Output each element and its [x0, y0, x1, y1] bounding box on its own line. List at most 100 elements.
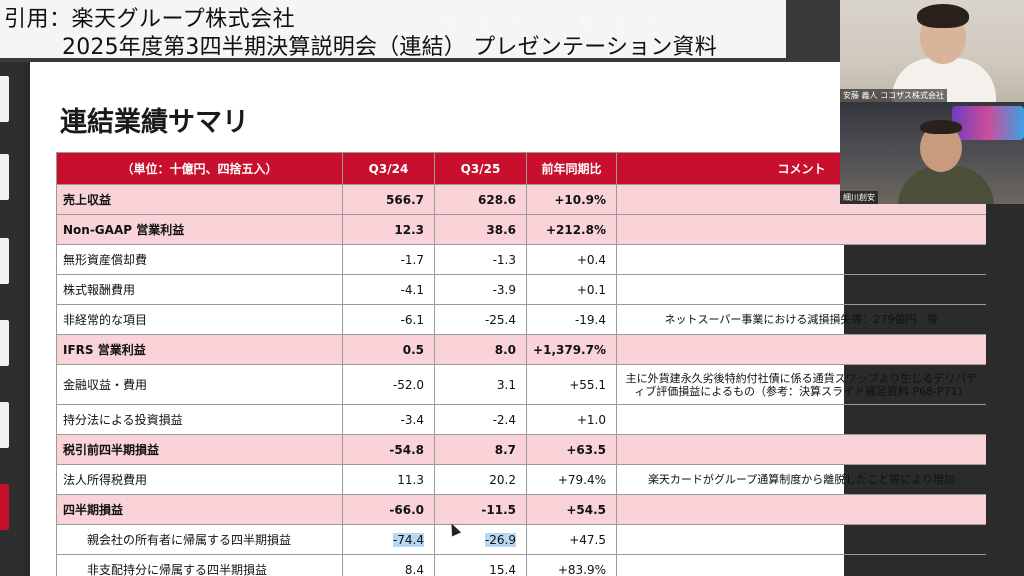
cell-yoy: +212.8%	[526, 214, 617, 245]
table-row: 持分法による投資損益 -3.4 -2.4 +1.0	[56, 404, 986, 435]
row-label: 四半期損益	[56, 494, 343, 525]
cell-q3-25: -11.5	[434, 494, 527, 525]
citation-banner: 引用：楽天グループ株式会社 2025年度第3四半期決算説明会（連結） プレゼンテ…	[0, 0, 786, 60]
table-row: 株式報酬費用 -4.1 -3.9 +0.1	[56, 274, 986, 305]
summary-table: （単位：十億円、四捨五入） Q3/24 Q3/25 前年同期比 コメント 売上収…	[56, 152, 986, 576]
selected-text[interactable]: -74.4	[392, 532, 424, 547]
slide-thumbnail[interactable]	[0, 402, 9, 448]
cell-q3-25: 628.6	[434, 184, 527, 215]
slide-thumbnail[interactable]	[0, 76, 9, 122]
cell-q3-24: -66.0	[342, 494, 435, 525]
row-label: 非経常的な項目	[56, 304, 343, 335]
table-row: 法人所得税費用 11.3 20.2 +79.4% 楽天カードがグループ通算制度か…	[56, 464, 986, 495]
slide-thumbnail[interactable]	[0, 320, 9, 366]
table-row: 税引前四半期損益 -54.8 8.7 +63.5	[56, 434, 986, 465]
header-unit: （単位：十億円、四捨五入）	[56, 152, 343, 185]
table-header-row: （単位：十億円、四捨五入） Q3/24 Q3/25 前年同期比 コメント	[56, 152, 986, 185]
neon-sign	[952, 106, 1024, 140]
table-row: 無形資産償却費 -1.7 -1.3 +0.4	[56, 244, 986, 275]
cell-q3-24: 8.4	[342, 554, 435, 576]
cell-yoy: +54.5	[526, 494, 617, 525]
cell-yoy: +55.1	[526, 364, 617, 405]
cell-yoy: +63.5	[526, 434, 617, 465]
participant-name: 細川創安	[843, 193, 875, 202]
row-label: 金融収益・費用	[56, 364, 343, 405]
cell-q3-25: 3.1	[434, 364, 527, 405]
participant-nametag: 安藤 義人 ココザス株式会社	[840, 89, 948, 102]
row-label: 非支配持分に帰属する四半期損益	[56, 554, 343, 576]
row-label: IFRS 営業利益	[56, 334, 343, 365]
citation-source: 引用：楽天グループ株式会社	[4, 7, 296, 32]
table-row: IFRS 営業利益 0.5 8.0 +1,379.7%	[56, 334, 986, 365]
header-q3-24: Q3/24	[342, 152, 435, 185]
header-q3-25: Q3/25	[434, 152, 527, 185]
cell-q3-25: 8.7	[434, 434, 527, 465]
cell-comment	[616, 524, 986, 555]
cell-q3-25: -2.4	[434, 404, 527, 435]
participant-org: ココザス株式会社	[880, 91, 945, 100]
cell-comment	[616, 274, 986, 305]
cell-yoy: +79.4%	[526, 464, 617, 495]
person-hair	[917, 4, 969, 28]
cell-yoy: -19.4	[526, 304, 617, 335]
cell-q3-24: 11.3	[342, 464, 435, 495]
table-row: Non-GAAP 営業利益 12.3 38.6 +212.8%	[56, 214, 986, 245]
cell-q3-24[interactable]: -74.4	[342, 524, 435, 555]
table-row: 四半期損益 -66.0 -11.5 +54.5	[56, 494, 986, 525]
summary-table-wrap: （単位：十億円、四捨五入） Q3/24 Q3/25 前年同期比 コメント 売上収…	[56, 152, 986, 576]
row-label: 親会社の所有者に帰属する四半期損益	[56, 524, 343, 555]
cell-q3-24: -4.1	[342, 274, 435, 305]
participant-name: 安藤 義人	[843, 91, 878, 100]
cell-yoy: +1.0	[526, 404, 617, 435]
cell-q3-24: 0.5	[342, 334, 435, 365]
row-label: Non-GAAP 営業利益	[56, 214, 343, 245]
cell-q3-24: -52.0	[342, 364, 435, 405]
cell-comment: 主に外貨建永久劣後特約付社債に係る通貨スワップより生じるデリバティブ評価損益によ…	[616, 364, 986, 405]
cell-q3-24: 12.3	[342, 214, 435, 245]
row-label: 税引前四半期損益	[56, 434, 343, 465]
slide-thumbnail[interactable]	[0, 154, 9, 200]
person-hair	[920, 120, 962, 134]
row-label: 法人所得税費用	[56, 464, 343, 495]
cell-yoy: +0.4	[526, 244, 617, 275]
row-label: 持分法による投資損益	[56, 404, 343, 435]
cell-yoy: +47.5	[526, 524, 617, 555]
cell-q3-25: -25.4	[434, 304, 527, 335]
cell-comment: 楽天カードがグループ通算制度から離脱したこと等により増加	[616, 464, 986, 495]
cell-q3-25[interactable]: -26.9	[434, 524, 527, 555]
cell-q3-25: -1.3	[434, 244, 527, 275]
slide-title: 連結業績サマリ	[60, 107, 249, 138]
table-row: 非支配持分に帰属する四半期損益 8.4 15.4 +83.9%	[56, 554, 986, 576]
slide-thumbnail[interactable]	[0, 238, 9, 284]
participant-nametag: 細川創安	[840, 191, 878, 204]
cell-q3-24: 566.7	[342, 184, 435, 215]
cell-q3-24: -54.8	[342, 434, 435, 465]
table-row: 非経常的な項目 -6.1 -25.4 -19.4 ネットスーパー事業における減損…	[56, 304, 986, 335]
cell-yoy: +83.9%	[526, 554, 617, 576]
cell-comment: ネットスーパー事業における減損損失等：279億円 等	[616, 304, 986, 335]
header-yoy: 前年同期比	[526, 152, 617, 185]
cell-comment	[616, 244, 986, 275]
table-row: 親会社の所有者に帰属する四半期損益 -74.4 -26.9 +47.5	[56, 524, 986, 555]
cell-q3-24: -3.4	[342, 404, 435, 435]
table-row: 金融収益・費用 -52.0 3.1 +55.1 主に外貨建永久劣後特約付社債に係…	[56, 364, 986, 405]
slide-thumbnail-current[interactable]	[0, 484, 9, 530]
person-shirt	[898, 166, 994, 204]
citation-document-title: 2025年度第3四半期決算説明会（連結） プレゼンテーション資料	[62, 35, 717, 60]
cell-q3-25: 15.4	[434, 554, 527, 576]
row-label: 売上収益	[56, 184, 343, 215]
cell-q3-25: 20.2	[434, 464, 527, 495]
cell-q3-25: 38.6	[434, 214, 527, 245]
cell-comment	[616, 334, 986, 365]
row-label: 株式報酬費用	[56, 274, 343, 305]
cell-q3-24: -1.7	[342, 244, 435, 275]
cell-q3-24: -6.1	[342, 304, 435, 335]
cell-comment	[616, 214, 986, 245]
cell-yoy: +1,379.7%	[526, 334, 617, 365]
webcam-tile-2: 細川創安	[840, 102, 1024, 204]
row-label: 無形資産償却費	[56, 244, 343, 275]
cell-q3-25: 8.0	[434, 334, 527, 365]
selected-text[interactable]: -26.9	[484, 532, 516, 547]
thumbnail-rail	[0, 62, 24, 576]
cell-yoy: +0.1	[526, 274, 617, 305]
